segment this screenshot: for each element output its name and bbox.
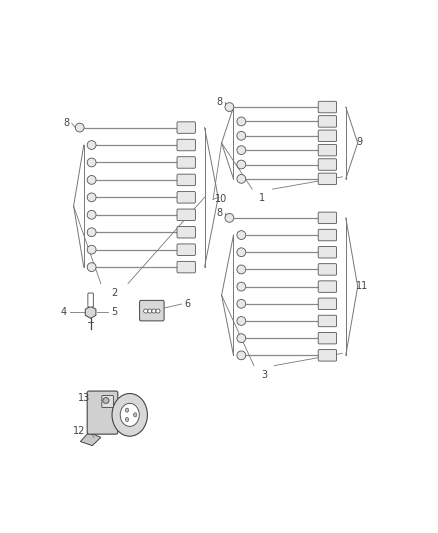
Ellipse shape [75,123,84,132]
Ellipse shape [237,160,245,169]
Ellipse shape [152,309,155,313]
Ellipse shape [87,245,96,254]
FancyBboxPatch shape [318,116,336,127]
Circle shape [125,408,128,412]
FancyBboxPatch shape [102,395,113,407]
Ellipse shape [237,351,245,360]
FancyBboxPatch shape [177,209,195,221]
Ellipse shape [237,117,245,126]
FancyBboxPatch shape [318,159,336,170]
Text: 8: 8 [63,118,69,128]
Polygon shape [85,306,95,318]
Text: 8: 8 [216,207,222,217]
Text: 11: 11 [355,280,367,290]
Text: 10: 10 [214,195,226,204]
Ellipse shape [237,248,245,256]
FancyBboxPatch shape [318,229,336,241]
Ellipse shape [237,282,245,291]
Ellipse shape [237,317,245,325]
FancyBboxPatch shape [318,173,336,184]
Circle shape [125,417,128,422]
Ellipse shape [87,228,96,237]
FancyBboxPatch shape [318,333,336,344]
Ellipse shape [148,309,152,313]
Text: 2: 2 [111,288,117,297]
Ellipse shape [87,211,96,219]
Text: 9: 9 [355,137,361,147]
Ellipse shape [143,309,148,313]
Ellipse shape [237,174,245,183]
Ellipse shape [224,103,233,111]
Text: 6: 6 [184,299,190,309]
Ellipse shape [87,141,96,149]
Text: 8: 8 [216,96,222,107]
Ellipse shape [87,158,96,167]
FancyBboxPatch shape [318,101,336,113]
Circle shape [112,393,147,436]
Ellipse shape [102,398,109,403]
Text: 5: 5 [111,307,117,317]
Text: 3: 3 [261,370,267,379]
FancyBboxPatch shape [177,157,195,168]
FancyBboxPatch shape [318,144,336,156]
Ellipse shape [237,334,245,343]
FancyBboxPatch shape [318,281,336,293]
Circle shape [133,413,137,417]
Polygon shape [80,432,101,446]
Ellipse shape [237,265,245,274]
FancyBboxPatch shape [177,174,195,185]
Ellipse shape [224,214,233,222]
FancyBboxPatch shape [177,261,195,273]
Ellipse shape [155,309,159,313]
FancyBboxPatch shape [318,264,336,275]
Circle shape [120,403,139,426]
Ellipse shape [87,193,96,201]
FancyBboxPatch shape [177,139,195,151]
FancyBboxPatch shape [318,212,336,224]
Ellipse shape [87,175,96,184]
FancyBboxPatch shape [318,298,336,310]
FancyBboxPatch shape [87,391,117,434]
Ellipse shape [237,132,245,140]
Text: 1: 1 [259,193,265,203]
Ellipse shape [237,231,245,239]
Text: 4: 4 [60,307,67,317]
Ellipse shape [237,300,245,308]
FancyBboxPatch shape [177,122,195,133]
FancyBboxPatch shape [177,191,195,203]
FancyBboxPatch shape [318,315,336,327]
FancyBboxPatch shape [318,130,336,142]
FancyBboxPatch shape [318,350,336,361]
FancyBboxPatch shape [177,244,195,255]
FancyBboxPatch shape [139,301,164,321]
Ellipse shape [87,263,96,271]
FancyBboxPatch shape [88,293,93,307]
Text: 13: 13 [78,393,90,403]
Ellipse shape [237,146,245,155]
FancyBboxPatch shape [177,227,195,238]
FancyBboxPatch shape [318,246,336,258]
Text: 12: 12 [73,426,85,437]
